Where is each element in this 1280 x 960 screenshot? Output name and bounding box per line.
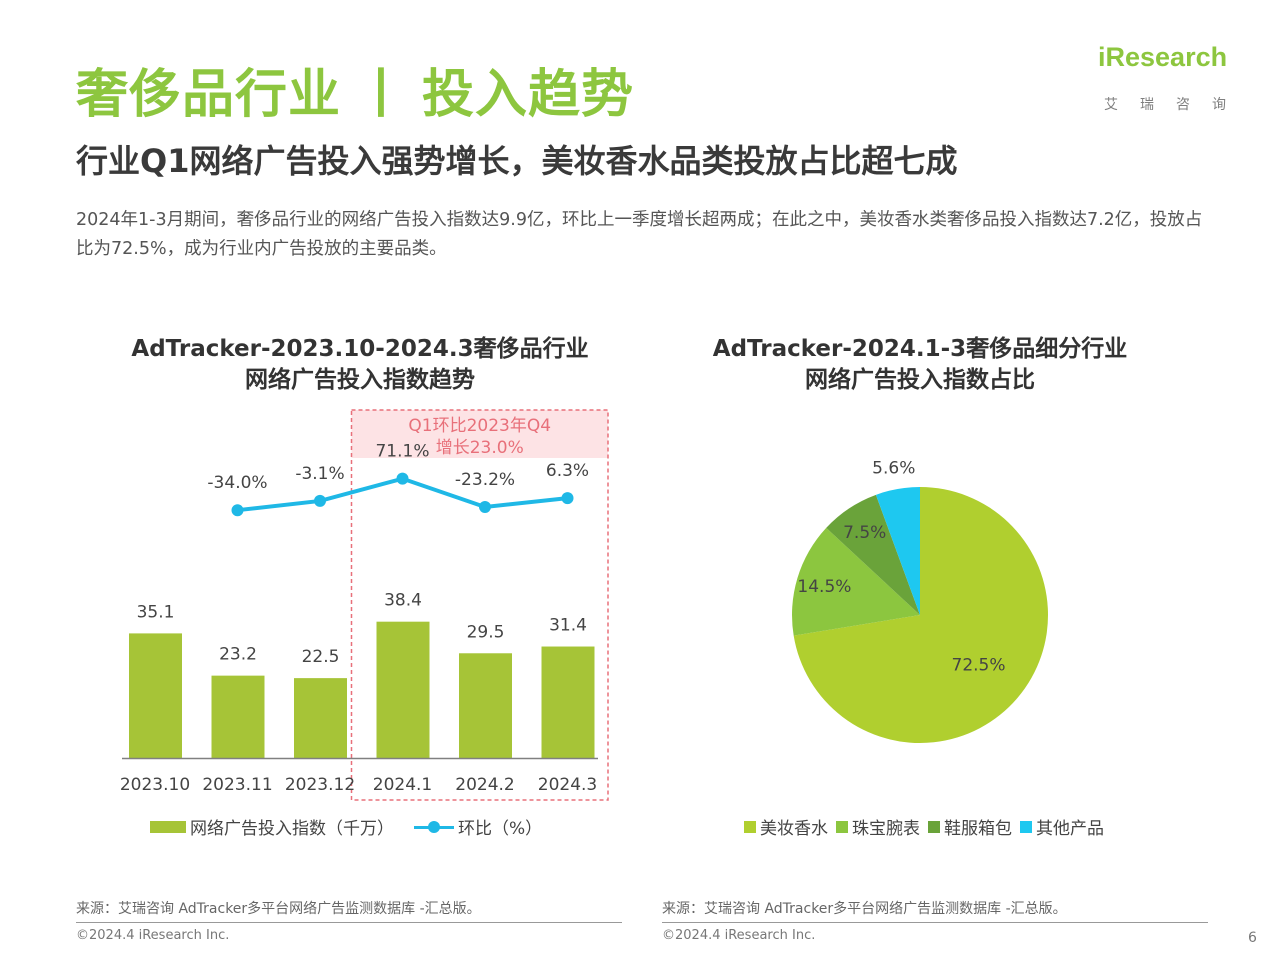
x-tick-2023.10: 2023.10 (120, 775, 190, 795)
page-number: 6 (1248, 930, 1257, 946)
x-tick-2024.2: 2024.2 (455, 775, 514, 795)
pie-chart: 72.5% 14.5% 7.5% 5.6% (792, 458, 1048, 743)
legend-label-cosmetics: 美妆香水 (760, 819, 828, 839)
legend-swatch-apparel (928, 820, 940, 833)
bar-2024.1 (376, 621, 430, 758)
line-point-2024.3 (561, 492, 574, 505)
pie-chart-title: AdTracker-2024.1-3奢侈品细分行业 网络广告投入指数占比 (660, 334, 1180, 396)
annotation-line-1: Q1环比2023年Q4 (408, 416, 551, 436)
line-label-2023.11: -34.0% (207, 473, 267, 493)
annotation-fill (351, 410, 608, 458)
annotation-box (350, 409, 609, 801)
line-label-2024.3: 6.3% (546, 461, 589, 481)
bar-2023.11 (211, 675, 265, 758)
line-label-2024.1: 71.1% (375, 442, 429, 462)
bar-label-2023.10: 35.1 (137, 602, 175, 622)
bar-label-2023.12: 22.5 (302, 647, 340, 667)
x-tick-2023.12: 2023.12 (285, 775, 355, 795)
page-subtitle: 行业Q1网络广告投入强势增长，美妆香水品类投放占比超七成 (76, 142, 958, 180)
legend-item-cosmetics: 美妆香水 (744, 814, 828, 839)
line-label-2024.2: -23.2% (455, 470, 515, 490)
pie-chart-legend: 美妆香水 珠宝腕表 鞋服箱包 其他产品 (744, 814, 1112, 839)
legend-item-line: 环比（%） (402, 814, 542, 839)
legend-item-other: 其他产品 (1020, 814, 1104, 839)
title-separator: 丨 (355, 65, 409, 125)
pie-label-1: 14.5% (797, 577, 851, 597)
bar-label-2024.2: 29.5 (467, 622, 505, 642)
pie-slice-2 (826, 494, 920, 615)
legend-swatch-bars (150, 820, 186, 833)
bar-chart-legend: 网络广告投入指数（千万） 环比（%） (150, 814, 550, 839)
legend-swatch-jewelry (836, 820, 848, 833)
bar-chart-title: AdTracker-2023.10-2024.3奢侈品行业 网络广告投入指数趋势 (100, 334, 620, 396)
x-tick-2023.11: 2023.11 (202, 775, 272, 795)
legend-label-jewelry: 珠宝腕表 (852, 819, 920, 839)
footer-divider-right (662, 922, 1208, 923)
legend-label-other: 其他产品 (1036, 819, 1104, 839)
title-left: 奢侈品行业 (76, 65, 342, 125)
pie-slice-1 (792, 527, 920, 636)
legend-swatch-other (1020, 820, 1032, 833)
summary-paragraph: 2024年1-3月期间，奢侈品行业的网络广告投入指数达9.9亿，环比上一季度增长… (76, 210, 1203, 259)
legend-item-apparel: 鞋服箱包 (928, 814, 1012, 839)
line-point-2023.12 (314, 494, 326, 507)
x-tick-2024.3: 2024.3 (538, 775, 597, 795)
bar-2023.12 (294, 678, 347, 758)
logo-word: iResearch (1098, 42, 1228, 72)
bar-2024.2 (459, 653, 512, 758)
pie-slice-3 (875, 487, 920, 615)
legend-label-line: 环比（%） (458, 819, 543, 839)
bar-label-2024.3: 31.4 (549, 616, 587, 636)
x-tick-2024.1: 2024.1 (373, 775, 432, 795)
pie-label-2: 7.5% (843, 523, 886, 543)
copyright-right: ©2024.4 iResearch Inc. (662, 928, 816, 943)
iresearch-logo: iResearch 艾瑞咨询 (1098, 40, 1248, 120)
legend-item-jewelry: 珠宝腕表 (836, 814, 920, 839)
legend-swatch-line (414, 820, 454, 833)
page-title: 奢侈品行业丨投入趋势 (76, 52, 634, 127)
bar-label-2023.11: 23.2 (219, 645, 257, 665)
title-right: 投入趋势 (422, 65, 635, 125)
annotation-line-2: 增长23.0% (436, 438, 524, 458)
pie-slice-0 (793, 487, 1048, 743)
bar-2023.10 (129, 633, 182, 758)
legend-item-bars: 网络广告投入指数（千万） (150, 814, 394, 839)
legend-swatch-cosmetics (744, 820, 756, 833)
copyright-left: ©2024.4 iResearch Inc. (76, 928, 230, 943)
legend-label-apparel: 鞋服箱包 (944, 819, 1012, 839)
bar-chart-title-line1: AdTracker-2023.10-2024.3奢侈品行业 (131, 336, 589, 362)
logo-chinese: 艾瑞咨询 (1104, 97, 1248, 113)
pie-label-3: 5.6% (872, 458, 915, 478)
line-point-2024.1 (396, 472, 409, 485)
line-label-2023.12: -3.1% (295, 464, 344, 484)
pie-chart-title-line1: AdTracker-2024.1-3奢侈品细分行业 (712, 336, 1128, 362)
footer-divider-left (76, 922, 622, 923)
bar-label-2024.1: 38.4 (384, 591, 422, 611)
source-right: 来源：艾瑞咨询 AdTracker多平台网络广告监测数据库 -汇总版。 (662, 901, 1067, 917)
pie-label-0: 72.5% (952, 656, 1006, 676)
line-point-2024.2 (479, 500, 491, 513)
legend-label-bars: 网络广告投入指数（千万） (190, 819, 394, 839)
bar-2024.3 (541, 646, 595, 758)
pie-chart-title-line2: 网络广告投入指数占比 (805, 367, 1035, 393)
bar-chart-title-line2: 网络广告投入指数趋势 (245, 367, 475, 393)
source-left: 来源：艾瑞咨询 AdTracker多平台网络广告监测数据库 -汇总版。 (76, 901, 481, 917)
line-point-2023.11 (231, 504, 244, 517)
